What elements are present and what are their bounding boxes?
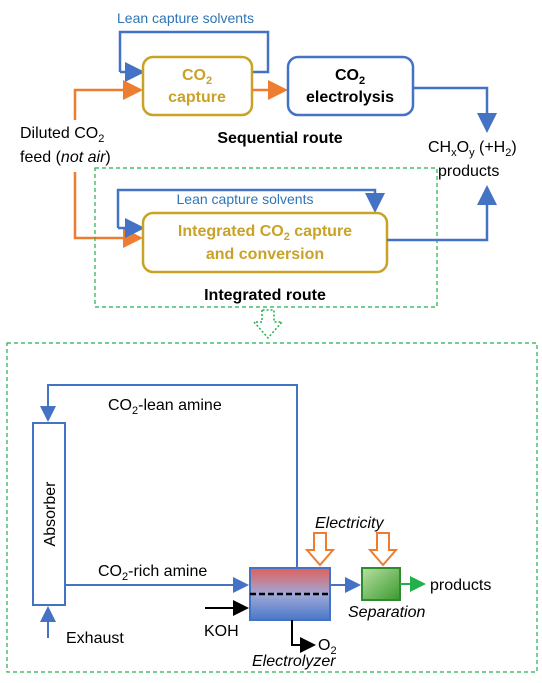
label: CO2-lean amine <box>108 397 222 417</box>
text: CO <box>98 563 122 580</box>
label: feed (not air) <box>20 149 111 166</box>
loop-line <box>118 30 270 74</box>
text: 2 <box>98 133 104 145</box>
label: Separation <box>348 604 425 621</box>
text: 2 <box>132 405 138 417</box>
text: O <box>318 637 330 654</box>
arrow <box>73 80 143 120</box>
text: y <box>469 147 475 159</box>
text: CO <box>335 67 359 84</box>
label: and conversion <box>206 246 324 263</box>
text: O <box>457 139 469 156</box>
absorber <box>32 422 66 606</box>
label: KOH <box>204 623 239 640</box>
text: 2 <box>330 645 336 657</box>
text: feed ( <box>20 149 62 166</box>
text: (+H <box>475 139 506 156</box>
text: CH <box>428 139 451 156</box>
text: 2 <box>284 231 290 243</box>
label: CO2 <box>335 67 365 87</box>
label: Lean capture solvents <box>117 10 254 26</box>
arrow <box>291 620 316 653</box>
label: Exhaust <box>66 630 124 647</box>
text: CO <box>108 397 132 414</box>
label: Integrated route <box>204 287 326 304</box>
label: Integrated CO2 capture <box>178 223 352 243</box>
text: x <box>451 147 457 159</box>
dashed-frame <box>6 342 538 673</box>
arrow <box>73 172 143 248</box>
energy-arrow <box>367 532 399 567</box>
text: ) <box>105 149 110 166</box>
bottom-section <box>6 342 538 673</box>
label: O2 <box>318 637 337 657</box>
label: Electrolyzer <box>252 653 336 670</box>
text: ) <box>511 139 516 156</box>
loop-line <box>116 188 385 228</box>
text: -rich amine <box>128 563 207 580</box>
down-arrow <box>252 309 284 340</box>
text: -lean amine <box>138 397 222 414</box>
text: Integrated CO <box>178 223 284 240</box>
separator <box>361 567 401 601</box>
text: capture <box>290 223 352 240</box>
top-section <box>73 30 497 340</box>
integrated-box <box>141 211 389 274</box>
label: Absorber <box>42 481 59 547</box>
label: CO2 <box>182 67 212 87</box>
arrow <box>40 384 298 568</box>
text: 2 <box>505 147 511 159</box>
label: CHxOy (+H2) <box>428 139 517 159</box>
capture-box <box>141 55 254 117</box>
label: Diluted CO2 <box>20 125 104 145</box>
energy-arrow <box>304 532 336 567</box>
text: Diluted CO <box>20 125 98 142</box>
dashed-frame <box>94 167 438 308</box>
text: CO <box>182 67 206 84</box>
label: CO2-rich amine <box>98 563 207 583</box>
text: 2 <box>359 75 365 87</box>
electrolysis-box <box>286 55 415 117</box>
label: electrolysis <box>306 89 394 106</box>
text: 2 <box>122 571 128 583</box>
arrow <box>413 86 497 133</box>
text: not air <box>61 149 106 166</box>
label: Sequential route <box>217 130 342 147</box>
label: Electricity <box>315 515 384 532</box>
label: products <box>438 163 499 180</box>
arrow <box>387 185 497 242</box>
label: capture <box>168 89 226 106</box>
label: products <box>430 577 491 594</box>
text: 2 <box>206 75 212 87</box>
label: Lean capture solvents <box>177 191 314 207</box>
